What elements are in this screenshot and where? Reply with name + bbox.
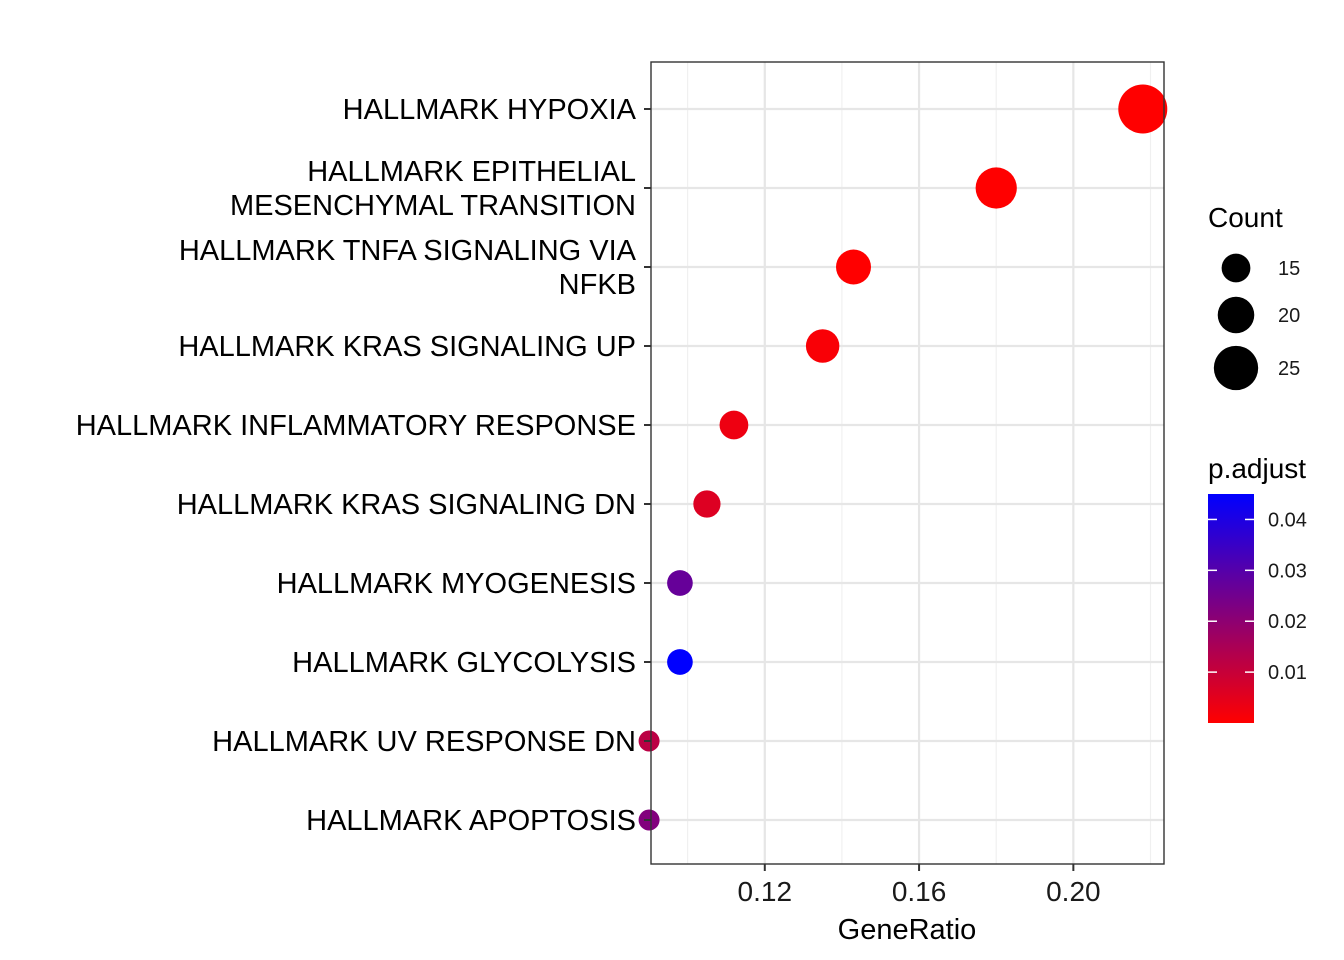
data-point <box>667 649 693 675</box>
y-tick-label: HALLMARK EPITHELIAL <box>307 156 636 188</box>
x-tick-label: 0.16 <box>892 876 947 907</box>
x-tick-label: 0.12 <box>738 876 793 907</box>
data-point <box>805 329 840 363</box>
y-tick-label: HALLMARK INFLAMMATORY RESPONSE <box>76 410 636 442</box>
y-tick-label: MESENCHYMAL TRANSITION <box>230 190 636 222</box>
colorbar-label: 0.03 <box>1268 560 1307 582</box>
count-legend-label: 15 <box>1278 258 1300 280</box>
colorbar-label: 0.02 <box>1268 611 1307 633</box>
count-legend-key <box>1217 296 1255 334</box>
data-point <box>1118 84 1168 134</box>
y-tick-label: NFKB <box>559 269 636 301</box>
count-legend: Count 15 20 25 <box>1208 202 1300 391</box>
y-tick-label: HALLMARK GLYCOLYSIS <box>292 647 636 679</box>
y-tick-label: HALLMARK UV RESPONSE DN <box>212 726 636 758</box>
count-legend-label: 25 <box>1278 358 1300 380</box>
y-tick-label: HALLMARK TNFA SIGNALING VIA <box>179 235 637 267</box>
data-point <box>719 410 749 440</box>
p-adjust-legend: p.adjust 0.01 0.02 0.03 0.04 <box>1208 453 1307 723</box>
x-axis: GeneRatio 0.12 0.16 0.20 <box>738 864 1101 946</box>
data-point <box>975 167 1017 209</box>
y-tick-label: HALLMARK KRAS SIGNALING UP <box>178 331 636 363</box>
data-point <box>836 249 871 285</box>
colorbar-label: 0.04 <box>1268 509 1307 531</box>
y-tick-label: HALLMARK KRAS SIGNALING DN <box>177 489 636 521</box>
count-legend-key <box>1221 253 1251 283</box>
y-tick-label: HALLMARK HYPOXIA <box>343 94 637 126</box>
data-point <box>667 570 693 596</box>
count-legend-title: Count <box>1208 202 1283 233</box>
panel-background <box>651 62 1164 864</box>
count-legend-key <box>1213 345 1259 391</box>
y-tick-label: HALLMARK APOPTOSIS <box>306 805 636 837</box>
x-tick-label: 0.20 <box>1046 876 1101 907</box>
data-point <box>693 490 721 518</box>
p-adjust-colorbar <box>1208 494 1254 723</box>
y-tick-label: HALLMARK MYOGENESIS <box>277 568 636 600</box>
plot-panel <box>651 62 1164 864</box>
y-axis: HALLMARK HYPOXIA HALLMARK EPITHELIALMESEN… <box>76 61 1165 865</box>
count-legend-label: 20 <box>1278 305 1300 327</box>
panel-border <box>650 61 1165 865</box>
p-adjust-legend-title: p.adjust <box>1208 453 1306 484</box>
colorbar-label: 0.01 <box>1268 662 1307 684</box>
x-axis-title: GeneRatio <box>838 914 977 946</box>
